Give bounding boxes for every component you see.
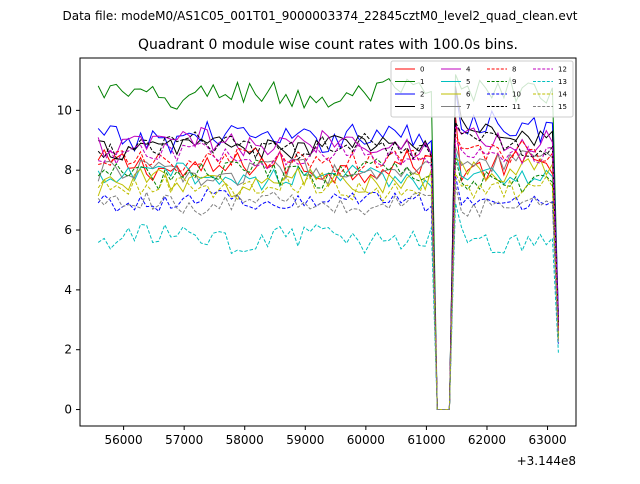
x-tick-label: 63000 <box>528 433 566 447</box>
x-tick-label: 59000 <box>286 433 324 447</box>
legend-label-6: 6 <box>466 91 471 99</box>
legend-label-0: 0 <box>420 66 424 74</box>
x-tick-label: 61000 <box>407 433 445 447</box>
y-tick-label: 4 <box>64 283 72 297</box>
x-tick-label: 56000 <box>105 433 143 447</box>
y-tick-label: 2 <box>64 343 72 357</box>
x-axis: 56000 57000 58000 59000 60000 61000 62000 63000 <box>105 426 567 447</box>
legend-label-4: 4 <box>466 66 471 74</box>
x-tick-label: 62000 <box>468 433 506 447</box>
series-layer <box>97 74 559 410</box>
legend-box <box>390 60 574 118</box>
series-line-14 <box>97 172 559 410</box>
legend-label-14: 14 <box>558 91 567 99</box>
chart-suptitle: Data file: modeM0/AS1C05_001T01_90000033… <box>62 9 577 23</box>
legend-label-3: 3 <box>420 103 424 111</box>
legend-label-11: 11 <box>512 103 521 111</box>
legend-label-1: 1 <box>420 78 424 86</box>
series-line-4 <box>97 123 559 410</box>
series-line-12 <box>98 138 559 410</box>
axes-frame <box>79 57 577 427</box>
legend-label-8: 8 <box>512 66 516 74</box>
series-line-3 <box>98 86 559 410</box>
x-tick-label: 58000 <box>226 433 264 447</box>
series-line-13 <box>97 202 559 410</box>
y-tick-label: 8 <box>64 163 72 177</box>
x-axis-offset-label: +3.144e8 <box>517 454 576 468</box>
x-tick-label: 60000 <box>347 433 385 447</box>
chart-title: Quadrant 0 module wise count rates with … <box>138 37 518 53</box>
series-line-6 <box>97 157 559 410</box>
legend-label-7: 7 <box>466 103 470 111</box>
x-tick-label: 57000 <box>165 433 203 447</box>
legend-label-5: 5 <box>466 78 470 86</box>
series-line-10 <box>97 176 559 410</box>
legend-label-13: 13 <box>558 78 567 86</box>
legend-label-15: 15 <box>558 103 567 111</box>
y-tick-label: 10 <box>57 103 72 117</box>
legend-label-10: 10 <box>512 91 521 99</box>
legend-label-12: 12 <box>558 66 567 74</box>
series-line-7 <box>97 146 559 410</box>
y-axis: 0 2 4 6 8 10 <box>57 103 80 417</box>
series-line-8 <box>98 134 559 410</box>
y-tick-label: 6 <box>64 223 72 237</box>
series-line-9 <box>97 158 559 410</box>
legend-label-9: 9 <box>512 78 516 86</box>
series-line-15 <box>97 185 559 410</box>
series-line-2 <box>97 89 559 410</box>
legend-label-2: 2 <box>420 91 424 99</box>
y-tick-label: 0 <box>64 403 72 417</box>
